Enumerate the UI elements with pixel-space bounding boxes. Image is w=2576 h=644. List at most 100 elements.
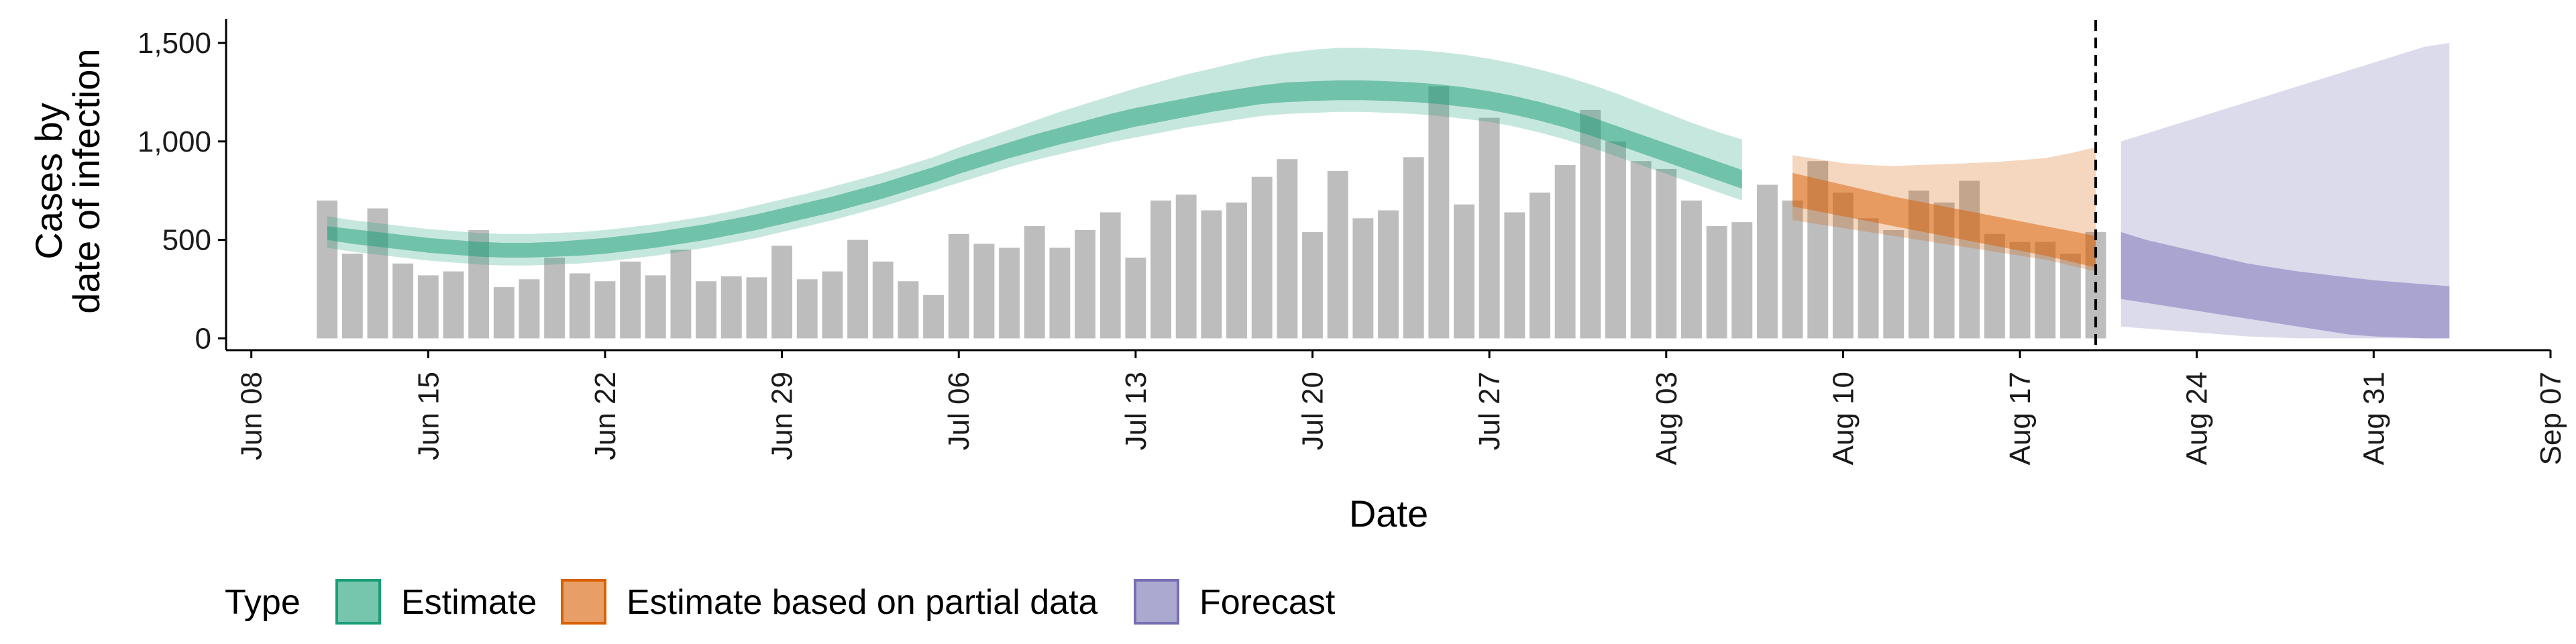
x-tick-label: Jul 27 <box>1473 372 1506 450</box>
x-axis-title: Date <box>1349 492 1428 535</box>
bar <box>999 248 1020 339</box>
bar <box>1605 141 1626 339</box>
y-axis-title-line: Cases by <box>28 103 70 259</box>
bar <box>1858 218 1879 339</box>
bar <box>973 244 995 339</box>
bar <box>1529 193 1550 339</box>
bar <box>1302 231 1323 339</box>
ribbon-layer <box>327 43 2450 339</box>
bar <box>670 250 692 339</box>
x-tick-label: Jul 20 <box>1297 372 1330 450</box>
forecast-inner-band <box>2121 231 2450 339</box>
y-tick-label: 0 <box>195 322 211 355</box>
bar <box>1681 200 1702 339</box>
bar <box>872 261 894 339</box>
bar <box>1327 170 1348 339</box>
x-tick-label: Jun 08 <box>235 372 268 460</box>
bar <box>1656 168 1677 339</box>
bar <box>1049 248 1071 339</box>
bar <box>2009 241 2031 339</box>
bar <box>898 281 919 339</box>
bar <box>1024 226 1045 339</box>
axes-layer: 0 500 1,000 1,500 Jun 08 Jun 15 Jun 22 Jun 29 Ju… <box>138 19 2567 465</box>
bar <box>1403 157 1424 339</box>
bar <box>1479 117 1500 339</box>
bar <box>645 275 666 339</box>
bar <box>1454 204 1474 339</box>
x-tick-label: Aug 17 <box>2004 372 2037 465</box>
bar <box>1580 109 1601 339</box>
x-tick-label: Aug 10 <box>1827 372 1860 465</box>
bar <box>746 277 767 339</box>
bar <box>341 254 363 339</box>
bar-layer <box>317 86 2106 339</box>
x-tick-label: Jul 13 <box>1120 372 1152 450</box>
y-tick-label: 1,500 <box>138 27 211 60</box>
x-tick-label: Sep 07 <box>2534 372 2567 465</box>
bar <box>1984 233 2005 339</box>
bar <box>367 208 388 339</box>
bar <box>392 263 414 339</box>
legend-key <box>1134 579 1179 625</box>
x-tick-label: Aug 31 <box>2357 372 2390 465</box>
legend: Type Estimate Estimate based on partial da… <box>225 579 1336 625</box>
bar <box>493 287 515 339</box>
bar <box>1428 86 1450 339</box>
bar <box>1731 222 1753 339</box>
estimate-outer-band <box>327 48 1742 266</box>
x-tick-label: Aug 24 <box>2181 372 2214 465</box>
legend-title: Type <box>225 583 301 622</box>
bar <box>1554 165 1576 339</box>
x-tick-label: Jul 06 <box>943 372 975 450</box>
bar <box>1959 180 1980 339</box>
bar <box>1352 218 1374 339</box>
bar <box>1630 161 1652 339</box>
y-axis-title: Cases bydate of infection <box>28 48 107 313</box>
bar <box>317 200 338 339</box>
legend-key <box>335 579 381 625</box>
bar <box>1150 200 1171 339</box>
bar <box>569 273 590 339</box>
x-tick-label: Jun 15 <box>412 372 445 460</box>
bar <box>771 246 793 339</box>
bar <box>923 294 945 339</box>
bar <box>1201 210 1222 339</box>
legend-label: Estimate <box>401 583 537 622</box>
legend-label: Forecast <box>1199 583 1336 622</box>
bar <box>822 271 843 339</box>
bar <box>720 276 742 339</box>
y-tick-label: 500 <box>162 224 211 257</box>
legend-key <box>561 579 606 625</box>
bar <box>1706 226 1727 339</box>
bar <box>1782 200 1803 339</box>
bar <box>1125 258 1146 339</box>
bar <box>594 281 616 339</box>
bar <box>519 279 540 339</box>
x-tick-label: Jun 22 <box>589 372 622 460</box>
bar <box>796 279 818 339</box>
estimate-based-on-partial-data-inner-band <box>1792 172 2096 268</box>
bar <box>1226 202 1247 339</box>
bar <box>1277 159 1298 339</box>
bar <box>696 281 717 339</box>
y-axis-title-line: date of infection <box>65 48 107 313</box>
bar <box>1099 212 1121 339</box>
bar <box>1757 184 1778 339</box>
bar <box>417 275 439 339</box>
bar <box>1251 176 1273 339</box>
bar <box>1175 195 1197 339</box>
bar <box>2059 254 2081 339</box>
bar <box>2035 241 2056 339</box>
bar <box>1504 212 1525 339</box>
x-tick-label: Jun 29 <box>766 372 799 460</box>
bar <box>544 258 566 339</box>
bar <box>1075 229 1095 339</box>
x-tick-label: Aug 03 <box>1650 372 1683 465</box>
y-tick-label: 1,000 <box>138 125 211 158</box>
bar <box>443 271 464 339</box>
bar <box>948 233 969 339</box>
bar <box>847 239 869 339</box>
bar <box>620 261 641 339</box>
bar <box>1883 229 1904 339</box>
